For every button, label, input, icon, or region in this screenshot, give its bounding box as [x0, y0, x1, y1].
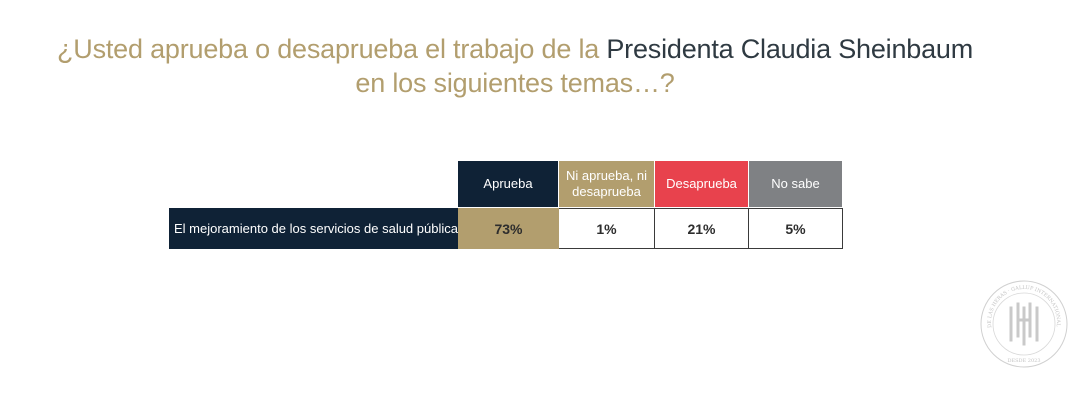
row-label: El mejoramiento de los servicios de salu… [169, 208, 458, 249]
value-ni-aprueba-ni-desaprueba: 1% [559, 208, 655, 249]
column-header-no-sabe: No sabe [749, 161, 842, 207]
column-header-aprueba: Aprueba [458, 161, 558, 207]
company-seal-logo: DESDE 2023 DE LAS HERAS · GALLUP INTERNA… [978, 278, 1068, 368]
value-desaprueba: 21% [655, 208, 749, 249]
title-part-1: ¿Usted aprueba o desaprueba el trabajo d… [56, 34, 607, 64]
column-header-ni-aprueba-ni-desaprueba: Ni aprueba, ni desaprueba [559, 161, 654, 207]
chart-title: ¿Usted aprueba o desaprueba el trabajo d… [0, 32, 1030, 100]
value-no-sabe: 5% [749, 208, 843, 249]
results-table: Aprueba Ni aprueba, ni desaprueba Desapr… [169, 161, 843, 249]
title-part-3: en los siguientes temas…? [355, 68, 675, 98]
svg-text:DESDE 2023: DESDE 2023 [1007, 358, 1040, 364]
value-aprueba: 73% [458, 208, 559, 249]
column-header-desaprueba: Desaprueba [655, 161, 748, 207]
title-highlight: Presidenta Claudia Sheinbaum [606, 34, 974, 64]
